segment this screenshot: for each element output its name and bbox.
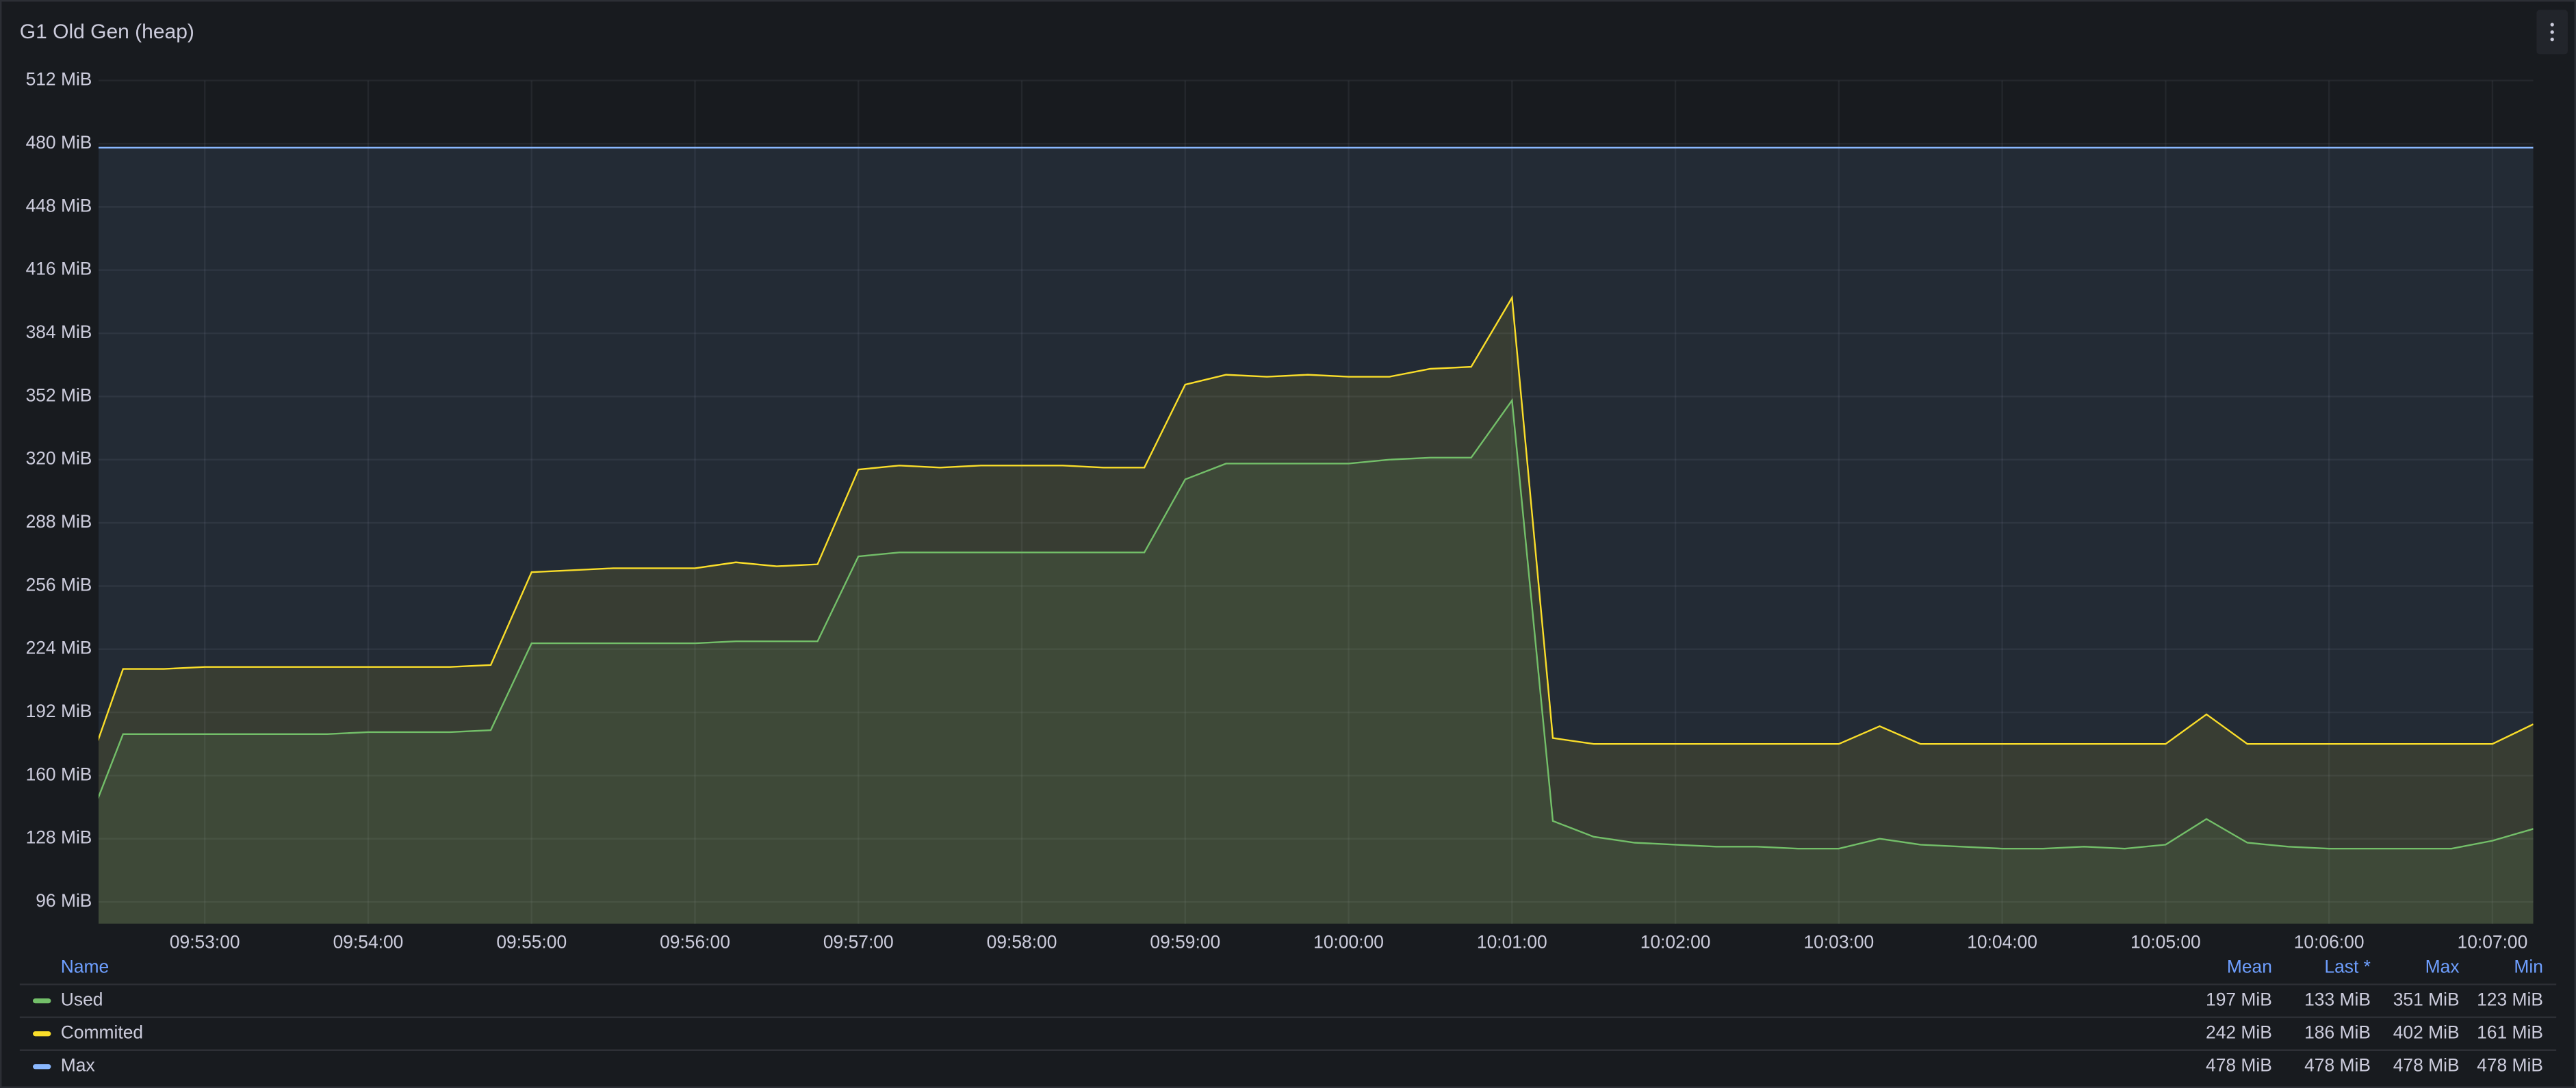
y-tick-label: 320 MiB xyxy=(26,448,92,469)
x-tick-label: 10:02:00 xyxy=(1640,932,1711,953)
x-tick-label: 09:56:00 xyxy=(660,932,730,953)
x-tick-label: 10:05:00 xyxy=(2130,932,2201,953)
grid xyxy=(99,79,2534,924)
y-tick-label: 352 MiB xyxy=(26,385,92,405)
y-tick-label: 192 MiB xyxy=(26,701,92,721)
y-tick-label: 480 MiB xyxy=(26,132,92,153)
x-tick-label: 10:01:00 xyxy=(1477,932,1547,953)
y-tick-label: 160 MiB xyxy=(26,764,92,784)
legend-stat: 351 MiB xyxy=(2393,989,2460,1010)
y-tick-label: 384 MiB xyxy=(26,322,92,342)
legend-header[interactable]: Last * xyxy=(2324,957,2371,977)
x-tick-label: 10:00:00 xyxy=(1313,932,1384,953)
legend-header[interactable]: Mean xyxy=(2227,957,2272,977)
x-tick-label: 09:53:00 xyxy=(170,932,240,953)
y-tick-label: 512 MiB xyxy=(26,69,92,90)
x-tick-label: 10:07:00 xyxy=(2458,932,2528,953)
y-tick-label: 128 MiB xyxy=(26,827,92,848)
series-line xyxy=(99,398,2534,850)
legend-name[interactable]: Commited xyxy=(61,1022,143,1043)
axes: 96 MiB 128 MiB 160 MiB 192 MiB 224 MiB 256 Mi… xyxy=(26,69,2528,953)
legend-header[interactable]: Name xyxy=(61,957,109,977)
x-tick-label: 09:59:00 xyxy=(1150,932,1220,953)
legend-stat: 402 MiB xyxy=(2393,1022,2460,1043)
y-tick-label: 224 MiB xyxy=(26,638,92,658)
legend-swatch xyxy=(33,1064,51,1070)
legend-stat: 123 MiB xyxy=(2477,989,2543,1010)
y-tick-label: 416 MiB xyxy=(26,259,92,279)
legend-name[interactable]: Used xyxy=(61,989,103,1010)
legend-stat: 197 MiB xyxy=(2206,989,2272,1010)
legend-swatch xyxy=(33,998,51,1004)
legend-stat: 161 MiB xyxy=(2477,1022,2543,1043)
y-tick-label: 256 MiB xyxy=(26,574,92,595)
plot-area xyxy=(99,146,2534,924)
legend-stat: 242 MiB xyxy=(2206,1022,2272,1043)
legend-stat: 133 MiB xyxy=(2304,989,2371,1010)
x-tick-label: 09:55:00 xyxy=(496,932,567,953)
legend-stat: 478 MiB xyxy=(2477,1055,2543,1076)
legend-table: Name Mean Last * Max Min Used 197 MiB 133 … xyxy=(19,957,2557,1076)
legend-stat: 186 MiB xyxy=(2304,1022,2371,1043)
series-line xyxy=(99,295,2534,745)
y-tick-label: 288 MiB xyxy=(26,511,92,532)
legend-swatch xyxy=(33,1031,51,1037)
legend-name[interactable]: Max xyxy=(61,1055,95,1076)
legend-stat: 478 MiB xyxy=(2304,1055,2371,1076)
x-tick-label: 09:54:00 xyxy=(333,932,404,953)
x-tick-label: 10:06:00 xyxy=(2294,932,2365,953)
x-tick-label: 10:04:00 xyxy=(1967,932,2037,953)
series-area xyxy=(99,147,2534,924)
y-tick-label: 96 MiB xyxy=(36,890,92,911)
x-tick-label: 09:58:00 xyxy=(987,932,1057,953)
legend-header[interactable]: Min xyxy=(2514,957,2543,977)
panel-menu[interactable] xyxy=(2536,10,2568,55)
x-tick-label: 10:03:00 xyxy=(1803,932,1874,953)
legend-stat: 478 MiB xyxy=(2393,1055,2460,1076)
series-area xyxy=(99,298,2534,924)
x-tick-label: 09:57:00 xyxy=(823,932,894,953)
legend-header[interactable]: Max xyxy=(2425,957,2460,977)
legend-stat: 478 MiB xyxy=(2206,1055,2272,1076)
y-tick-label: 448 MiB xyxy=(26,195,92,216)
series-area xyxy=(99,400,2534,924)
panel-title: G1 Old Gen (heap) xyxy=(20,21,194,43)
